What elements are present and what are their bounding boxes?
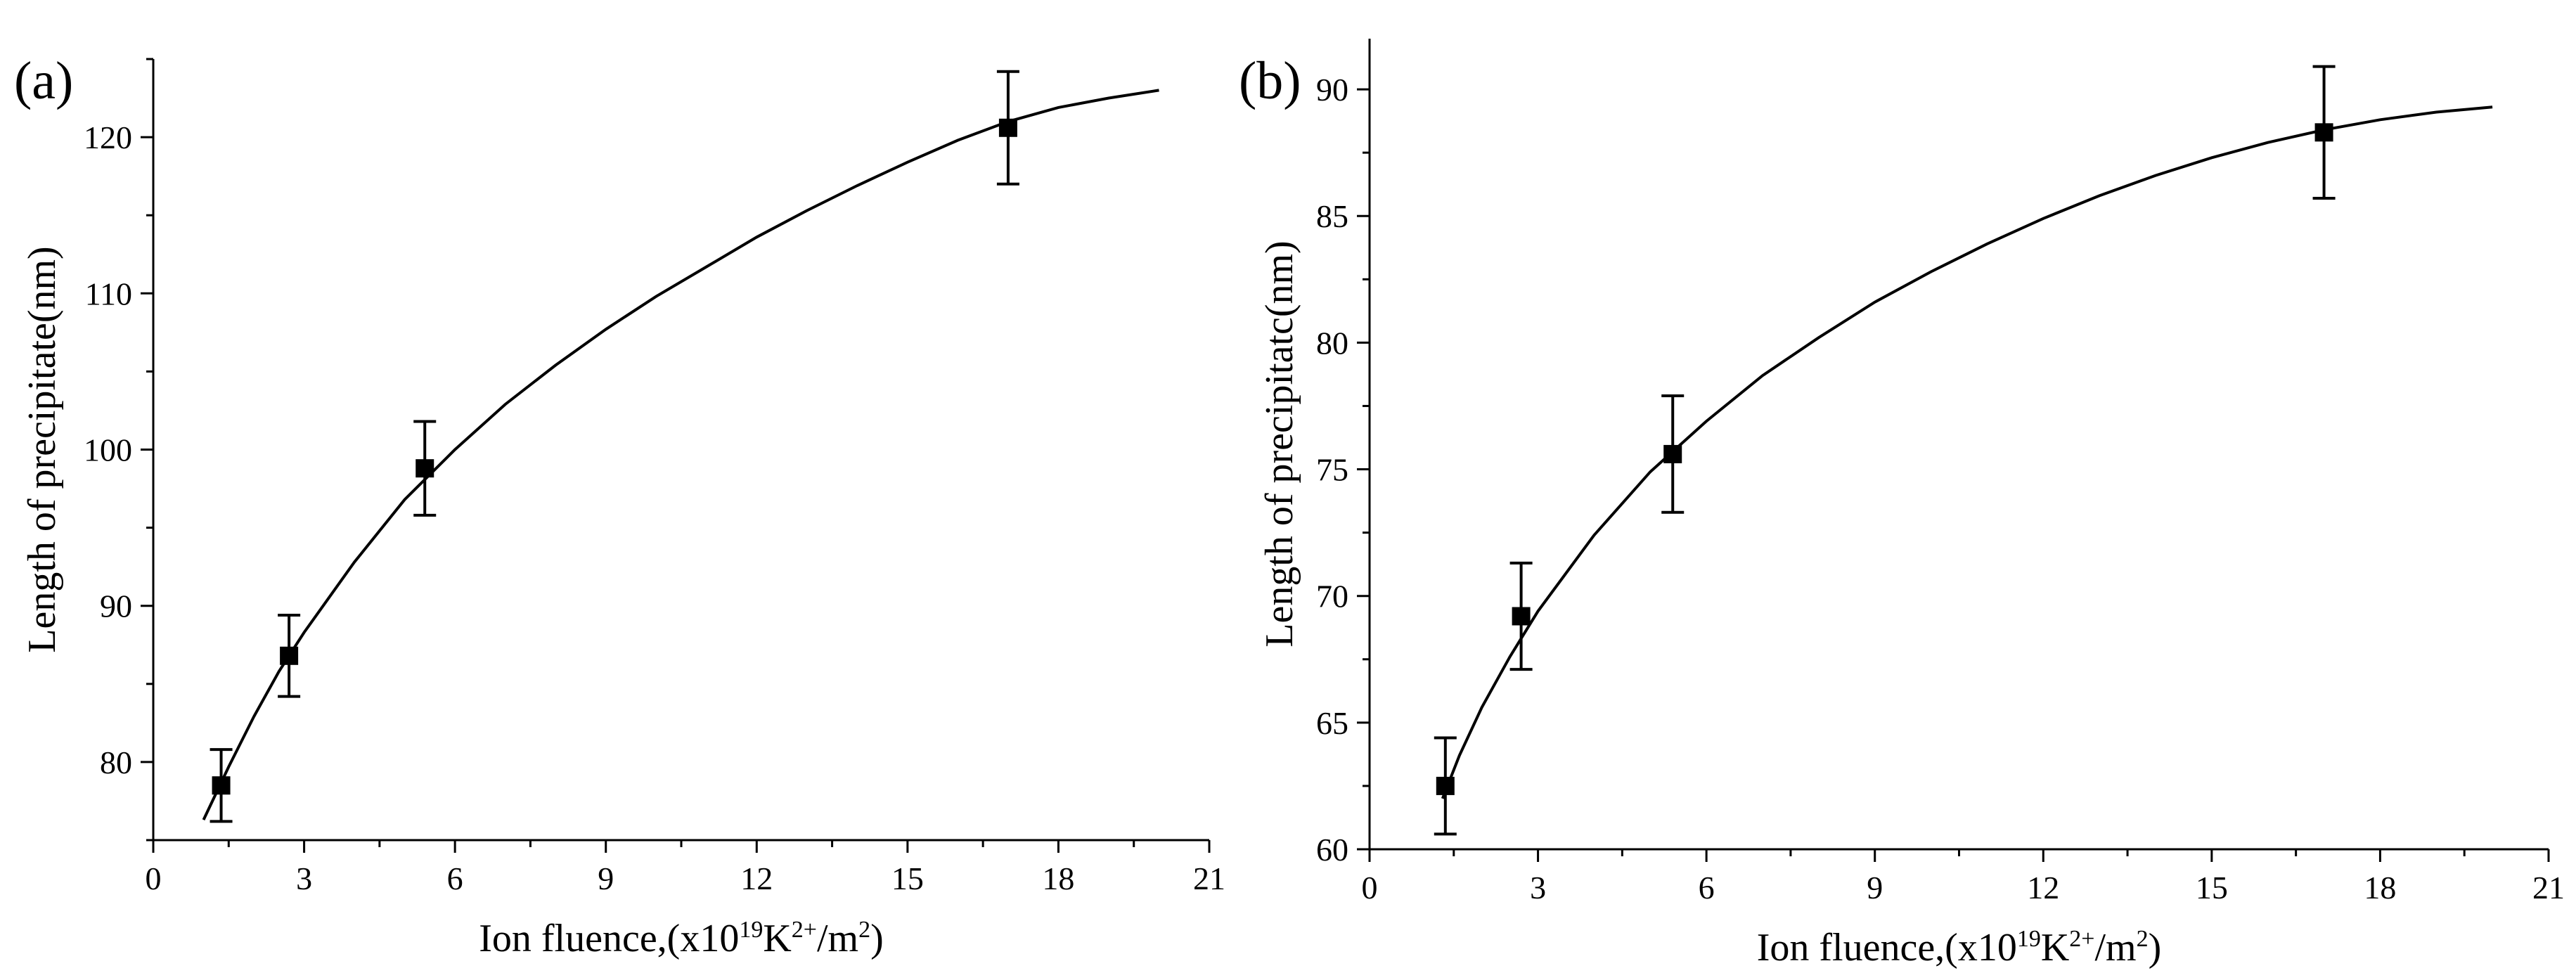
x-tick-label: 18 xyxy=(2364,870,2396,906)
data-point-marker xyxy=(416,459,434,478)
y-tick-label: 70 xyxy=(1316,579,1348,614)
x-tick-label: 12 xyxy=(740,861,773,896)
chart-panel-a: 0 3 6 9 12 15 18 21 80 90 100 110 120 (a) Length of pr… xyxy=(14,51,1225,960)
x-tick-label: 0 xyxy=(146,861,162,896)
data-point-marker xyxy=(212,776,231,795)
x-axis-title: Ion fluence,(x1019K2+/m2) xyxy=(479,917,884,960)
x-tick-label: 3 xyxy=(1530,870,1546,906)
x-tick-label: 6 xyxy=(447,861,463,896)
x-axis-title-superscript: 2 xyxy=(858,917,870,943)
y-tick-label: 110 xyxy=(85,276,132,311)
x-axis-title-superscript: 19 xyxy=(739,917,763,943)
data-point-marker xyxy=(1512,607,1531,626)
y-tick-label: 65 xyxy=(1316,705,1348,741)
x-tick-label: 9 xyxy=(598,861,614,896)
x-tick-label: 21 xyxy=(1193,861,1225,896)
panel-label: (b) xyxy=(1239,51,1301,110)
x-axis-title: Ion fluence,(x1019K2+/m2) xyxy=(1757,926,2162,969)
x-tick-label: 15 xyxy=(2196,870,2228,906)
x-axis-title-part: K xyxy=(2041,926,2069,969)
x-tick-label: 6 xyxy=(1699,870,1715,906)
y-tick-label: 60 xyxy=(1316,832,1348,868)
x-axis-title-superscript: 2+ xyxy=(792,917,817,943)
x-tick-label: 21 xyxy=(2532,870,2565,906)
x-tick-label: 18 xyxy=(1042,861,1074,896)
y-tick-label: 75 xyxy=(1316,452,1348,488)
data-point-marker xyxy=(2314,123,2333,142)
x-axis-title-superscript: 2+ xyxy=(2069,926,2094,952)
chart-panel-b: 0 3 6 9 12 15 18 21 60 65 70 75 80 85 90 (b) Length of p… xyxy=(1239,39,2565,969)
x-axis-title-part: /m xyxy=(817,917,858,960)
data-point-marker xyxy=(280,646,299,665)
y-tick-label: 120 xyxy=(84,120,132,155)
x-axis-title-superscript: 19 xyxy=(2017,926,2041,952)
x-axis-title-part: K xyxy=(763,917,791,960)
data-point-marker xyxy=(1436,776,1455,795)
y-tick-label: 90 xyxy=(100,588,132,624)
x-axis-title-superscript: 2 xyxy=(2137,926,2149,952)
x-axis-title-part: /m xyxy=(2094,926,2136,969)
y-tick-label: 80 xyxy=(1316,325,1348,361)
y-tick-label: 85 xyxy=(1316,198,1348,234)
x-tick-label: 12 xyxy=(2027,870,2059,906)
y-axis-title: Length of precipitatc(nm) xyxy=(1258,240,1301,647)
x-tick-label: 3 xyxy=(296,861,312,896)
panel-label: (a) xyxy=(14,51,73,110)
data-point-marker xyxy=(998,118,1017,137)
fit-curve xyxy=(1441,105,2493,799)
x-axis-title-part: Ion fluence,(x10 xyxy=(479,917,739,960)
x-tick-label: 15 xyxy=(891,861,924,896)
y-axis-title: Length of precipitate(nm) xyxy=(20,246,64,652)
y-tick-label: 100 xyxy=(84,432,132,468)
data-point-marker xyxy=(1663,444,1682,463)
fit-curve xyxy=(202,89,1159,820)
x-tick-label: 0 xyxy=(1362,870,1378,906)
y-tick-label: 90 xyxy=(1316,72,1348,108)
x-tick-label: 9 xyxy=(1867,870,1883,906)
x-axis-title-part: ) xyxy=(870,917,884,960)
x-axis-title-part: Ion fluence,(x10 xyxy=(1757,926,2017,969)
x-axis-title-part: ) xyxy=(2149,926,2162,969)
y-tick-label: 80 xyxy=(100,745,132,780)
